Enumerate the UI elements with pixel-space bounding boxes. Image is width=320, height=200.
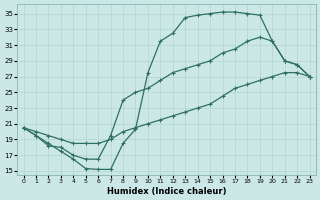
X-axis label: Humidex (Indice chaleur): Humidex (Indice chaleur) bbox=[107, 187, 226, 196]
